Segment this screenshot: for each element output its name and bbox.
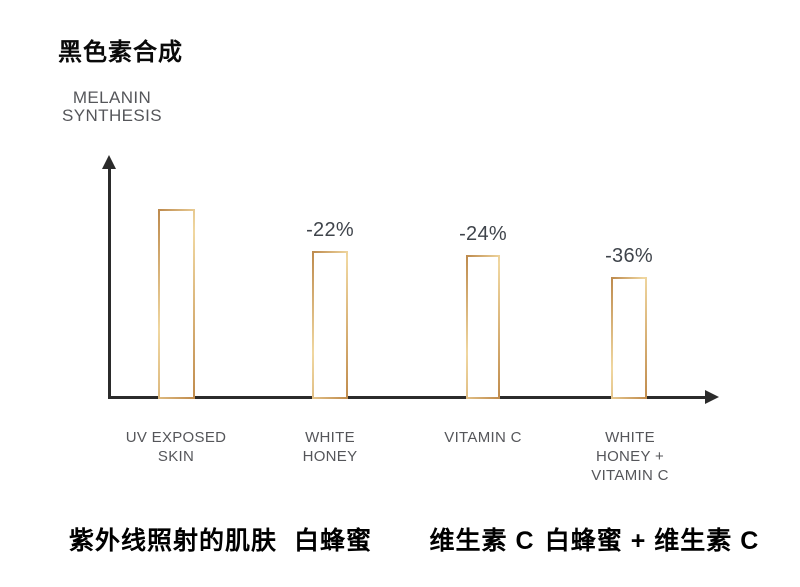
x-axis-line <box>108 396 707 399</box>
bar-uv-exposed-skin <box>158 209 195 399</box>
category-label-en-white-honey: WHITE HONEY <box>302 429 358 465</box>
bar-white-honey <box>312 251 348 399</box>
bar-group-uv-exposed-skin <box>158 209 195 399</box>
chart-title-zh: 黑色素合成 <box>58 39 183 66</box>
category-label-en-vitamin-c: VITAMIN C <box>444 429 522 446</box>
y-axis-label: MELANIN SYNTHESIS <box>62 88 162 125</box>
category-label-en-uv-exposed-skin: UV EXPOSED SKIN <box>125 429 227 465</box>
category-label-zh-uv-exposed-skin: 紫外线照射的肌肤 <box>68 527 278 555</box>
category-label-en-white-honey-vitamin-c: WHITE HONEY + VITAMIN C <box>591 429 669 484</box>
annotation-white-honey: -22% <box>306 219 354 241</box>
y-axis-line <box>108 168 111 399</box>
bar-white-honey-vitamin-c <box>611 277 647 399</box>
annotation-vitamin-c: -24% <box>459 223 507 245</box>
bar-vitamin-c <box>466 255 500 399</box>
bar-group-white-honey: -22% <box>306 219 354 399</box>
category-label-zh-white-honey-vitamin-c: 白蜂蜜 + 维生素 C <box>544 527 760 555</box>
category-label-zh-white-honey: 白蜂蜜 <box>293 527 373 555</box>
x-axis-arrowhead-icon <box>705 390 719 404</box>
bar-group-white-honey-vitamin-c: -36% <box>605 245 653 399</box>
bar-group-vitamin-c: -24% <box>459 223 507 399</box>
annotation-white-honey-vitamin-c: -36% <box>605 245 653 267</box>
category-label-zh-vitamin-c: 维生素 C <box>429 527 535 555</box>
y-axis-arrowhead-icon <box>102 155 116 169</box>
